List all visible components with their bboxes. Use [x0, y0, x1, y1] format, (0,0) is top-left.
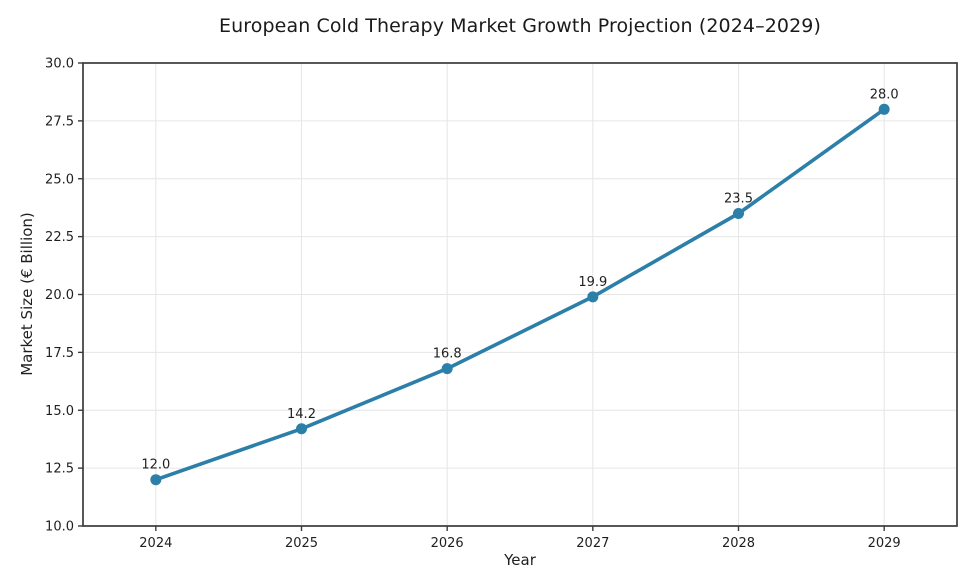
x-tick-label: 2024 — [139, 536, 172, 551]
point-value-label: 12.0 — [141, 458, 170, 473]
y-axis-label: Market Size (€ Billion) — [18, 212, 36, 376]
x-tick-label: 2029 — [868, 536, 901, 551]
y-tick-label: 15.0 — [45, 404, 74, 419]
data-point — [296, 423, 307, 435]
data-point — [587, 291, 599, 303]
point-value-label: 14.2 — [287, 407, 316, 422]
point-value-label: 16.8 — [433, 347, 462, 362]
data-line — [154, 107, 886, 482]
point-value-label: 28.0 — [870, 87, 899, 102]
point-value-label: 23.5 — [724, 191, 753, 206]
data-point — [878, 103, 890, 115]
y-tick-label: 30.0 — [45, 57, 74, 72]
y-tick-label: 25.0 — [45, 172, 74, 187]
data-point — [733, 207, 744, 219]
y-tick-label: 27.5 — [45, 114, 74, 129]
y-tick-label: 17.5 — [45, 346, 74, 361]
data-point — [150, 474, 162, 486]
y-tick-label: 10.0 — [45, 520, 74, 535]
data-point — [441, 363, 453, 375]
y-tick-label: 12.5 — [45, 462, 74, 477]
y-tick-label: 20.0 — [45, 288, 74, 303]
point-value-label: 19.9 — [578, 275, 607, 290]
x-tick-label: 2026 — [431, 536, 464, 551]
x-axis-label: Year — [504, 551, 536, 569]
chart-title: European Cold Therapy Market Growth Proj… — [219, 15, 821, 37]
x-tick-label: 2025 — [285, 536, 318, 551]
y-tick-label: 22.5 — [45, 230, 74, 245]
x-tick-label: 2028 — [722, 536, 755, 551]
x-tick-label: 2027 — [576, 536, 609, 551]
